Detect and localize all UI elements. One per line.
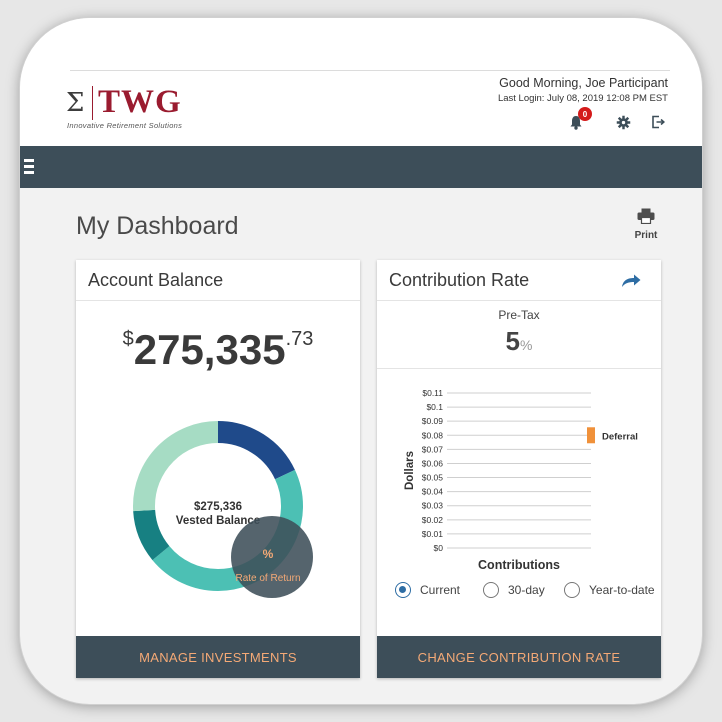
y-tick-label: $0.1 — [426, 402, 443, 412]
radio-current[interactable]: Current — [395, 582, 460, 598]
contribution-rate-title: Contribution Rate — [389, 270, 530, 290]
logo-separator — [92, 86, 93, 120]
y-tick-label: $0.06 — [422, 458, 444, 468]
y-tick-label: $0 — [434, 543, 444, 553]
y-tick-label: $0.09 — [422, 416, 444, 426]
radio-label: Current — [420, 583, 461, 597]
account-balance-amount: $275,335.73 — [76, 326, 360, 374]
radio-circle — [564, 582, 580, 598]
rate-of-return-bubble[interactable]: % Rate of Return — [231, 516, 313, 598]
printer-icon — [637, 208, 655, 225]
vested-label: Vested Balance — [176, 515, 260, 527]
nav-bar — [20, 146, 702, 188]
last-login-text: Last Login: July 08, 2019 12:08 PM EST — [497, 93, 668, 104]
pretax-unit: % — [520, 337, 533, 353]
radio-label: 30-day — [508, 583, 545, 597]
greeting-text: Good Morning, Joe Participant — [499, 76, 668, 90]
y-tick-label: $0.11 — [422, 388, 443, 398]
pretax-label: Pre-Tax — [498, 308, 540, 322]
pretax-number: 5 — [505, 326, 520, 356]
header-divider — [70, 70, 670, 71]
logo-sigma: Σ — [66, 88, 85, 118]
period-radio-group: Current 30-day Year-to-date — [395, 582, 655, 602]
series-label: Deferral — [602, 431, 638, 442]
company-logo[interactable]: Σ TWG Innovative Retirement Solutions — [66, 84, 206, 132]
share-arrow-icon[interactable] — [621, 274, 641, 288]
subsection-divider — [377, 368, 661, 369]
logo-text: TWG — [98, 84, 182, 120]
y-tick-label: $0.02 — [422, 515, 444, 525]
vested-amount: $275,336 — [194, 501, 242, 513]
y-tick-label: $0.01 — [422, 529, 444, 539]
rate-label: Rate of Return — [235, 573, 300, 584]
balance-currency: $ — [122, 328, 134, 350]
notification-badge: 0 — [578, 107, 592, 121]
settings-button[interactable] — [613, 112, 633, 132]
radio-label: Year-to-date — [589, 583, 655, 597]
app-screen: Σ TWG Innovative Retirement Solutions Go… — [20, 18, 702, 704]
card-header-divider — [76, 300, 360, 301]
balance-donut-chart[interactable]: $275,336 Vested Balance % Rate of Return — [128, 406, 328, 606]
y-tick-label: $0.05 — [422, 473, 444, 483]
account-balance-card: Account Balance $275,335.73 $275,336 Ves… — [76, 260, 360, 678]
y-axis-label: Dollars — [404, 451, 416, 490]
menu-icon[interactable] — [24, 159, 34, 175]
donut-segment[interactable] — [133, 421, 303, 591]
logo-tagline: Innovative Retirement Solutions — [67, 121, 183, 130]
contribution-rate-card: Contribution Rate Pre-Tax 5% $0 $0.01 $0.0… — [377, 260, 661, 678]
contribution-chart: $0 $0.01 $0.02 $0.03 $0.04 $0.05 $0.06 $0.07 $0.… — [404, 388, 638, 572]
y-tick-label: $0.04 — [422, 487, 444, 497]
header: Σ TWG Innovative Retirement Solutions Go… — [20, 18, 702, 146]
print-label: Print — [634, 230, 658, 241]
radio-30-day[interactable]: 30-day — [483, 582, 545, 598]
logout-button[interactable] — [648, 112, 668, 132]
logout-icon — [652, 115, 665, 129]
balance-whole: 275,335 — [133, 326, 286, 373]
deferral-bar[interactable] — [587, 427, 595, 444]
change-contribution-rate-button[interactable]: CHANGE CONTRIBUTION RATE — [377, 636, 661, 678]
radio-circle — [483, 582, 499, 598]
notifications-button[interactable]: 0 — [566, 107, 592, 132]
gear-icon — [616, 115, 630, 129]
rate-symbol: % — [263, 547, 274, 561]
x-axis-label: Contributions — [478, 558, 560, 572]
page-title: My Dashboard — [76, 212, 239, 240]
y-tick-label: $0.07 — [422, 444, 444, 454]
y-tick-label: $0.03 — [422, 501, 444, 511]
card-header-divider — [377, 300, 661, 301]
y-tick-label: $0.08 — [422, 430, 444, 440]
print-button[interactable]: Print — [632, 208, 660, 241]
radio-circle — [395, 582, 411, 598]
manage-investments-button[interactable]: MANAGE INVESTMENTS — [76, 636, 360, 678]
radio-year-to-date[interactable]: Year-to-date — [564, 582, 655, 598]
pretax-value: 5% — [377, 326, 661, 357]
account-balance-title: Account Balance — [88, 270, 224, 290]
balance-cents: .73 — [285, 328, 314, 350]
donut-segment[interactable] — [133, 421, 303, 591]
